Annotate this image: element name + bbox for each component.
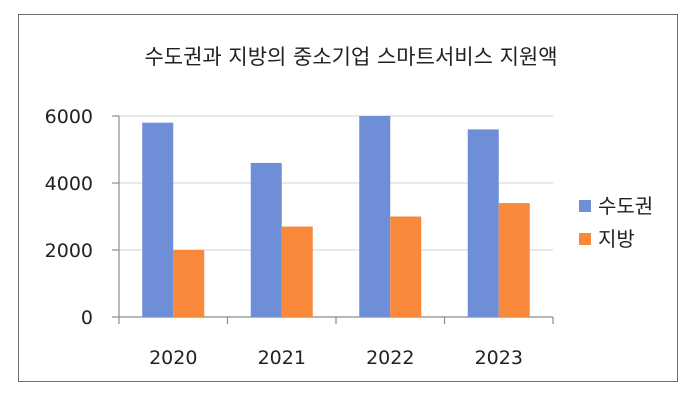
y-tick-label: 4000 — [45, 173, 93, 195]
tick-labels: 0 2000 4000 6000 2020 2021 2022 2023 — [45, 106, 523, 369]
y-tick-label: 6000 — [45, 106, 93, 128]
legend-swatch-지방 — [579, 233, 591, 245]
chart-title: 수도권과 지방의 중소기업 스마트서비스 지원액 — [144, 45, 557, 69]
bar-수도권-2021 — [250, 162, 282, 317]
bar-지방-2021 — [281, 226, 313, 317]
bars — [142, 116, 530, 317]
x-tick-label: 2023 — [475, 347, 523, 369]
bar-지방-2022 — [390, 216, 422, 317]
bar-수도권-2022 — [359, 116, 391, 317]
x-tick-label: 2021 — [258, 347, 306, 369]
y-tick-label: 2000 — [45, 240, 93, 262]
x-tick-label: 2020 — [149, 347, 197, 369]
bar-지방-2020 — [173, 250, 205, 317]
bar-지방-2023 — [498, 203, 530, 317]
chart-frame: 수도권과 지방의 중소기업 스마트서비스 지원액 0 2000 4000 6000 20… — [18, 14, 678, 382]
y-tick-label: 0 — [81, 307, 93, 329]
x-tick-label: 2022 — [366, 347, 414, 369]
bar-수도권-2020 — [142, 122, 174, 317]
legend-label: 수도권 — [598, 194, 653, 218]
legend-label: 지방 — [598, 227, 635, 251]
legend-swatch-수도권 — [579, 200, 591, 212]
bar-수도권-2023 — [467, 129, 499, 317]
